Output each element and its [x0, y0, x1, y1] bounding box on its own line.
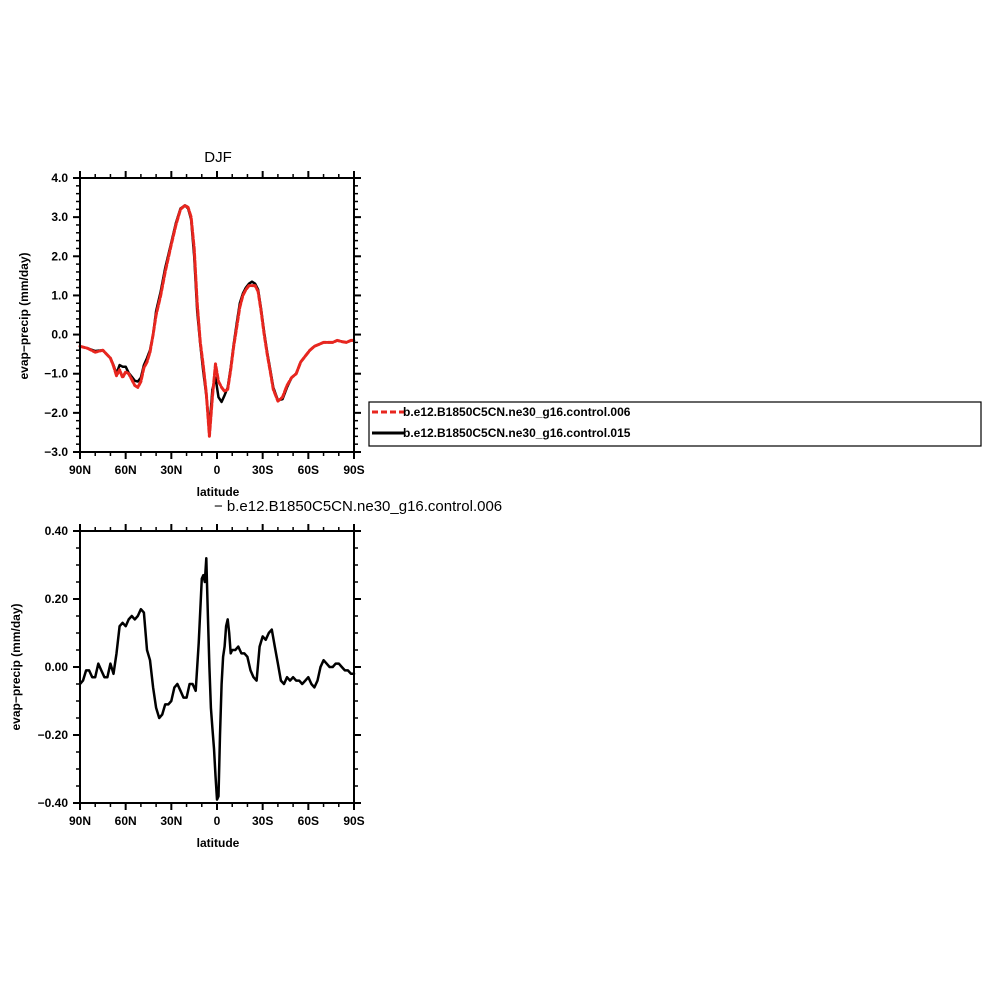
x-tick-label: 90S [343, 814, 364, 828]
y-tick-label: 0.40 [45, 524, 69, 538]
x-tick-label: 60S [298, 814, 319, 828]
legend: b.e12.B1850C5CN.ne30_g16.control.006 b.e… [368, 401, 982, 447]
y-axis-label: evap−precip (mm/day) [17, 252, 31, 379]
y-tick-label: 3.0 [51, 210, 68, 224]
x-tick-label: 30S [252, 463, 273, 477]
series-line-1 [78, 556, 356, 801]
bottom-plot-frame [79, 530, 355, 804]
y-tick-label: 1.0 [51, 288, 68, 302]
series-line-2 [78, 204, 356, 430]
x-tick-label: 30S [252, 814, 273, 828]
legend-label-series-2: b.e12.B1850C5CN.ne30_g16.control.015 [403, 426, 631, 440]
y-tick-label: −1.0 [44, 367, 68, 381]
series-line-1 [78, 203, 356, 438]
bottom-plot-ticks: 90N 60N 30N 0 30S 60S 90S −0.40 −0.20 0.00 0.20 0.4… [38, 524, 365, 828]
y-tick-label: −0.40 [38, 796, 69, 810]
x-tick-label: 90N [69, 814, 91, 828]
y-tick-label: −3.0 [44, 445, 68, 459]
top-plot-series [78, 203, 356, 438]
x-tick-label: 30N [160, 814, 182, 828]
y-tick-label: 0.00 [45, 660, 69, 674]
difference-title: − b.e12.B1850C5CN.ne30_g16.control.006 [214, 498, 502, 515]
top-plot-ticks: 90N 60N 30N 0 30S 60S 90S −3.0 −2.0 −1.0 0.0 1.0 2.0… [44, 171, 365, 477]
bottom-plot-series [78, 556, 356, 801]
x-tick-label: 0 [214, 463, 221, 477]
y-tick-label: −2.0 [44, 406, 68, 420]
y-axis-label: evap−precip (mm/day) [9, 603, 23, 730]
legend-label-series-1: b.e12.B1850C5CN.ne30_g16.control.006 [403, 405, 631, 419]
x-tick-label: 60S [298, 463, 319, 477]
x-tick-label: 60N [115, 814, 137, 828]
x-tick-label: 0 [214, 814, 221, 828]
x-tick-label: 90S [343, 463, 364, 477]
legend-box [368, 401, 982, 447]
y-tick-label: −0.20 [38, 728, 69, 742]
top-plot-frame [79, 177, 355, 453]
y-tick-label: 0.0 [51, 328, 68, 342]
chart-title: DJF [204, 149, 232, 166]
x-axis-label: latitude [197, 836, 240, 850]
y-tick-label: 4.0 [51, 171, 68, 185]
y-tick-label: 0.20 [45, 592, 69, 606]
panel-bottom-plot: − b.e12.B1850C5CN.ne30_g16.control.006 e… [9, 498, 502, 850]
x-tick-label: 90N [69, 463, 91, 477]
x-axis-label: latitude [197, 485, 240, 499]
x-tick-label: 30N [160, 463, 182, 477]
y-tick-label: 2.0 [51, 249, 68, 263]
panel-top-plot: DJF evap−precip (mm/day) latitude 90N 60N… [17, 149, 365, 499]
x-tick-label: 60N [115, 463, 137, 477]
